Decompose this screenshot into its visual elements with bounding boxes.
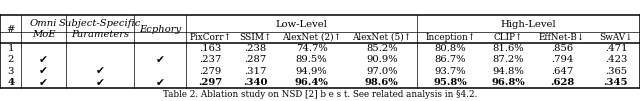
Text: 97.0%: 97.0% [366, 67, 397, 76]
Text: Omni
MoE: Omni MoE [30, 19, 58, 39]
Text: EffNet-B↓: EffNet-B↓ [539, 33, 585, 42]
Text: 85.2%: 85.2% [366, 44, 397, 53]
Text: 98.6%: 98.6% [365, 78, 399, 87]
Text: 1: 1 [8, 44, 14, 53]
Text: .345: .345 [604, 78, 628, 87]
Text: .163: .163 [199, 44, 221, 53]
Text: .471: .471 [605, 44, 627, 53]
Text: 80.8%: 80.8% [435, 44, 467, 53]
Text: 87.2%: 87.2% [492, 55, 524, 65]
Text: SwAV↓: SwAV↓ [599, 33, 633, 42]
Text: .794: .794 [551, 55, 573, 65]
Text: ✔: ✔ [95, 66, 104, 76]
Text: 89.5%: 89.5% [296, 55, 328, 65]
Text: .279: .279 [199, 67, 221, 76]
Text: Subject-Specific
Parameters: Subject-Specific Parameters [59, 19, 141, 39]
Text: .287: .287 [244, 55, 267, 65]
Text: 94.8%: 94.8% [492, 67, 524, 76]
Text: 81.6%: 81.6% [492, 44, 524, 53]
Text: ✔: ✔ [95, 78, 104, 88]
Text: 95.8%: 95.8% [434, 78, 467, 87]
Text: Table 2. Ablation study on NSD [2] b e s t. See related analysis in §4.2.: Table 2. Ablation study on NSD [2] b e s… [163, 90, 477, 99]
Text: ✔: ✔ [39, 78, 48, 88]
Text: Low-Level: Low-Level [276, 20, 328, 29]
Text: Inception↑: Inception↑ [426, 33, 476, 42]
Text: .340: .340 [243, 78, 268, 87]
Text: .423: .423 [605, 55, 627, 65]
Text: AlexNet (5)↑: AlexNet (5)↑ [352, 33, 412, 42]
Text: ✔: ✔ [39, 55, 48, 65]
Text: AlexNet (2)↑: AlexNet (2)↑ [282, 33, 341, 42]
Text: ✔: ✔ [39, 66, 48, 76]
Text: 94.9%: 94.9% [296, 67, 328, 76]
Text: .365: .365 [605, 67, 627, 76]
Text: 90.9%: 90.9% [366, 55, 397, 65]
Text: CLIP↑: CLIP↑ [493, 33, 523, 42]
Text: .856: .856 [551, 44, 573, 53]
Text: .628: .628 [550, 78, 574, 87]
Text: ✔: ✔ [156, 55, 165, 65]
Text: .647: .647 [551, 67, 573, 76]
Text: 96.8%: 96.8% [492, 78, 525, 87]
Text: 4: 4 [7, 78, 14, 87]
Text: .238: .238 [244, 44, 267, 53]
Text: .237: .237 [199, 55, 221, 65]
Text: ✔: ✔ [156, 78, 165, 88]
Text: 86.7%: 86.7% [435, 55, 467, 65]
Text: SSIM↑: SSIM↑ [239, 33, 271, 42]
Text: #: # [6, 25, 15, 34]
Text: Ecphory: Ecphory [140, 25, 182, 34]
Text: PixCorr↑: PixCorr↑ [189, 33, 232, 42]
Text: 3: 3 [8, 67, 14, 76]
Text: 93.7%: 93.7% [435, 67, 467, 76]
Text: .297: .297 [198, 78, 223, 87]
Text: .317: .317 [244, 67, 267, 76]
Text: 96.4%: 96.4% [294, 78, 328, 87]
Text: 2: 2 [8, 55, 14, 65]
Text: 74.7%: 74.7% [296, 44, 328, 53]
Text: High-Level: High-Level [500, 20, 556, 29]
